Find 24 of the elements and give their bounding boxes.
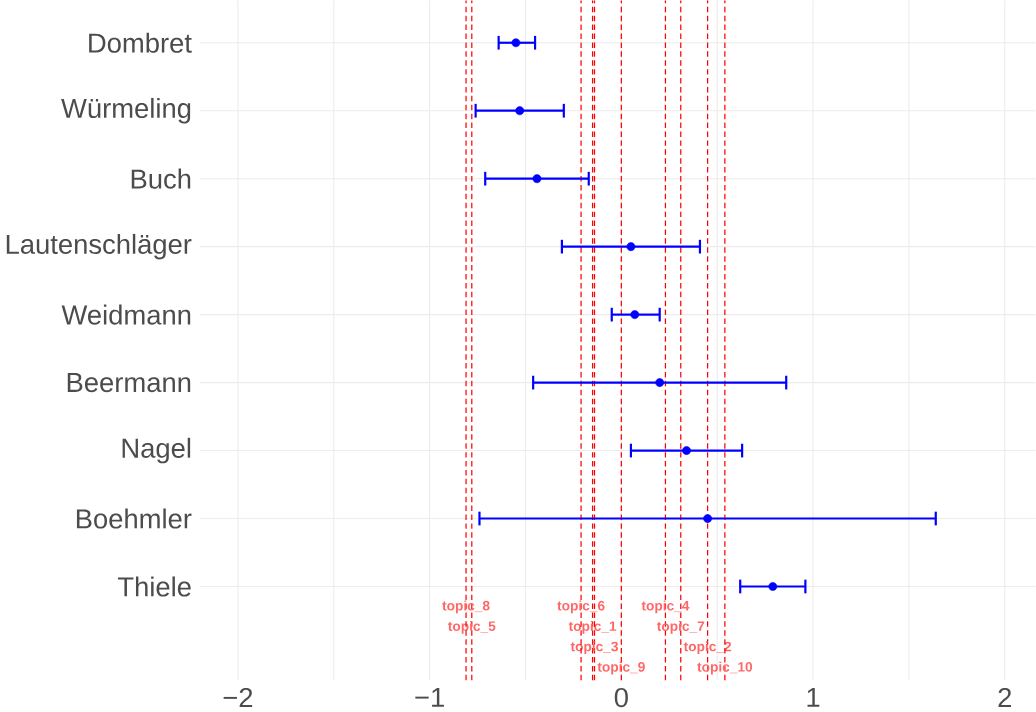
ref-line-label: topic_4 bbox=[641, 600, 690, 614]
y-tick-label: Nagel bbox=[122, 437, 191, 464]
ref-line-label: topic_2 bbox=[683, 641, 732, 655]
ref-line-label: topic_6 bbox=[557, 600, 605, 614]
y-tick-label: Weidmann bbox=[61, 304, 191, 325]
x-tick-label: −2 bbox=[223, 687, 253, 708]
x-tick-label: −1 bbox=[415, 687, 444, 707]
ref-line-label: topic_9 bbox=[597, 661, 645, 675]
ref-line-label: topic_8 bbox=[442, 600, 490, 614]
ref-line-label: topic_7 bbox=[656, 620, 705, 634]
y-tick-label: Boehmler bbox=[76, 508, 192, 529]
y-tick-label: Würmeling bbox=[61, 98, 191, 124]
ref-line-label: topic_1 bbox=[568, 620, 617, 634]
y-tick-label: Thiele bbox=[117, 576, 191, 597]
x-tick-label: 0 bbox=[614, 687, 628, 708]
y-tick-label: Buch bbox=[131, 168, 191, 189]
y-tick-label: Beermann bbox=[67, 373, 191, 393]
x-tick-label: 2 bbox=[998, 687, 1012, 708]
y-tick-label: Lautenschläger bbox=[6, 233, 192, 260]
ref-line-label: topic_3 bbox=[570, 641, 618, 655]
ref-line-label: topic_5 bbox=[447, 620, 496, 634]
y-tick-label: Dombret bbox=[89, 32, 192, 53]
x-tick-label: 1 bbox=[807, 687, 820, 707]
ref-line-label: topic_10 bbox=[697, 661, 753, 675]
